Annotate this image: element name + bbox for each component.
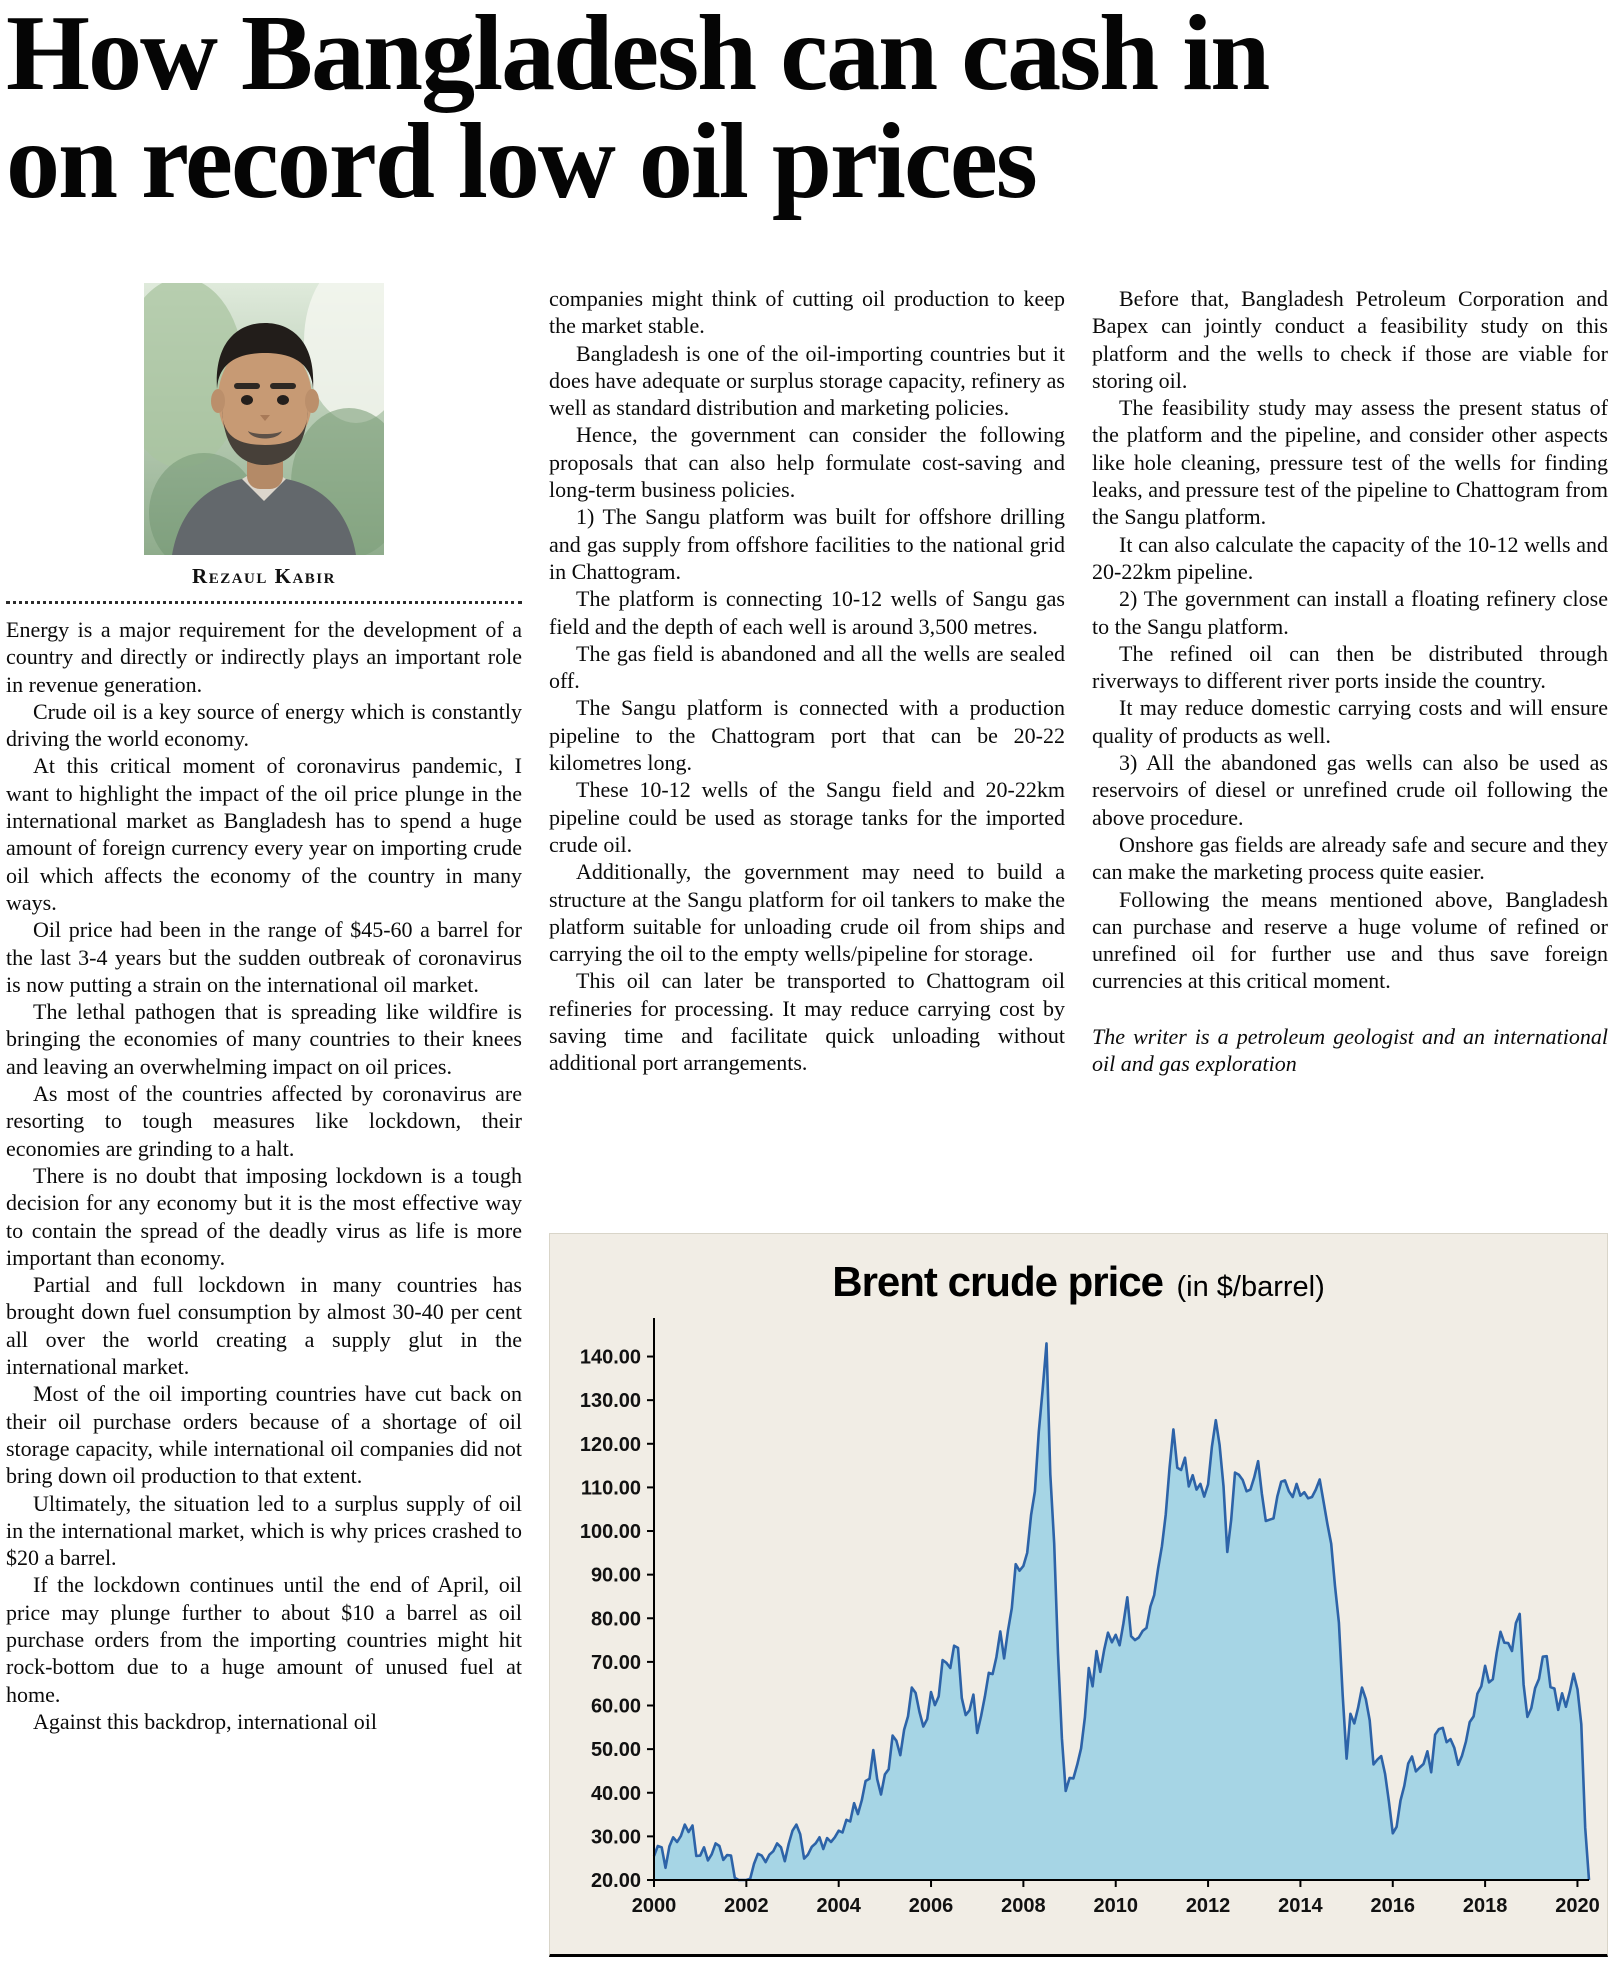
x-axis-label: 2014 — [1278, 1895, 1323, 1917]
x-axis-label: 2020 — [1555, 1895, 1600, 1917]
paragraph: The refined oil can then be distributed … — [1092, 640, 1608, 694]
y-axis-label: 50.00 — [591, 1739, 641, 1761]
page-title: How Bangladesh can cash in on record low… — [6, 0, 1608, 216]
y-axis-label: 130.00 — [580, 1390, 641, 1412]
paragraph: Following the means mentioned above, Ban… — [1092, 886, 1608, 994]
x-axis-label: 2006 — [909, 1895, 954, 1917]
paragraph: Against this backdrop, international oil — [33, 1708, 377, 1734]
y-axis-label: 110.00 — [581, 1477, 641, 1499]
writer-credit-note: The writer is a petroleum geologist and … — [1092, 1023, 1608, 1077]
paragraph: Hence, the government can consider the f… — [549, 422, 1065, 503]
column-3: Before that, Bangladesh Petroleum Corpor… — [1092, 285, 1608, 1077]
column-1: Rezaul Kabir Energy is a major requireme… — [6, 283, 522, 1735]
y-axis-label: 70.00 — [591, 1652, 641, 1674]
paragraph: The Sangu platform is connected with a p… — [549, 695, 1065, 776]
x-axis-label: 2016 — [1371, 1895, 1416, 1917]
column-2-paragraphs: companies might think of cutting oil pro… — [549, 285, 1065, 1077]
y-axis-label: 120.00 — [580, 1434, 641, 1456]
paragraph: These 10-12 wells of the Sangu field and… — [549, 777, 1065, 857]
paragraph: This oil can later be transported to Cha… — [549, 968, 1065, 1076]
dotted-divider — [6, 599, 522, 604]
paragraph: companies might think of cutting oil pro… — [549, 286, 1065, 339]
paragraph: The feasibility study may assess the pre… — [1092, 395, 1608, 530]
column-2: companies might think of cutting oil pro… — [549, 285, 1065, 1077]
paragraph: Bangladesh is one of the oil-importing c… — [549, 340, 1065, 421]
paragraph: Energy is a major requirement for the de… — [6, 617, 522, 697]
brent-price-area-chart: 140.00 130.00 120.00 110.00 100.00 90.00 80.00… — [580, 1318, 1600, 1917]
paragraph: The lethal pathogen that is spreading li… — [6, 999, 522, 1079]
paragraph: It may reduce domestic carrying costs an… — [1092, 695, 1608, 748]
paragraph: The platform is connecting 10-12 wells o… — [549, 586, 1065, 639]
paragraph: If the lockdown continues until the end … — [6, 1572, 522, 1707]
chart-title: Brent crude price (in $/barrel) — [550, 1234, 1607, 1306]
y-axis-label: 60.00 — [591, 1696, 641, 1718]
column-3-paragraphs: Before that, Bangladesh Petroleum Corpor… — [1092, 285, 1608, 995]
price-line — [652, 1342, 1591, 1882]
paragraph: Oil price had been in the range of $45-6… — [6, 917, 522, 997]
chart-title-unit: (in $/barrel) — [1176, 1271, 1325, 1303]
column-1-paragraphs: Energy is a major requirement for the de… — [6, 616, 522, 1735]
y-axis-label: 80.00 — [591, 1608, 641, 1630]
y-axis-label: 90.00 — [591, 1565, 641, 1587]
paragraph: The gas field is abandoned and all the w… — [549, 640, 1065, 694]
x-axis-label: 2004 — [816, 1895, 861, 1917]
y-axis-label: 100.00 — [580, 1521, 641, 1543]
paragraph: It can also calculate the capacity of th… — [1092, 531, 1608, 584]
paragraph: Additionally, the government may need to… — [549, 859, 1065, 967]
paragraph: 2) The government can install a floating… — [1092, 586, 1608, 639]
byline: Rezaul Kabir — [192, 564, 336, 588]
x-axis-label: 2002 — [724, 1895, 769, 1917]
paragraph: At this critical moment of coronavirus p… — [6, 753, 522, 915]
brent-crude-chart-panel: Brent crude price (in $/barrel) 140.00 13… — [549, 1233, 1608, 1957]
y-axis-label: 20.00 — [591, 1870, 641, 1892]
area-fill — [654, 1343, 1589, 1880]
paragraph: Crude oil is a key source of energy whic… — [6, 698, 522, 752]
chart-title-text: Brent crude price — [832, 1258, 1164, 1305]
y-axis-label: 30.00 — [591, 1826, 641, 1848]
paragraph: Before that, Bangladesh Petroleum Corpor… — [1092, 286, 1608, 393]
author-photo — [144, 283, 384, 555]
paragraph: There is no doubt that imposing lockdown… — [6, 1162, 522, 1270]
paragraph: Onshore gas fields are already safe and … — [1092, 831, 1608, 885]
paragraph: Ultimately, the situation led to a surpl… — [6, 1490, 522, 1571]
paragraph: 1) The Sangu platform was built for offs… — [549, 504, 1065, 584]
x-axis-label: 2010 — [1093, 1895, 1138, 1917]
headline-line-1: How Bangladesh can cash in — [6, 0, 1270, 113]
x-axis-label: 2008 — [1001, 1895, 1046, 1917]
headline-line-2: on record low oil prices — [6, 102, 1038, 221]
x-axis-label: 2018 — [1463, 1895, 1508, 1917]
paragraph: Most of the oil importing countries have… — [6, 1381, 522, 1489]
paragraph: 3) All the abandoned gas wells can also … — [1092, 750, 1608, 830]
paragraph: As most of the countries affected by cor… — [6, 1081, 522, 1161]
paragraph: Partial and full lockdown in many countr… — [6, 1272, 522, 1380]
author-portrait-illustration — [144, 283, 384, 555]
x-axis-label: 2000 — [632, 1895, 677, 1917]
y-axis-label: 40.00 — [591, 1783, 641, 1805]
x-axis-label: 2012 — [1186, 1895, 1231, 1917]
y-axis-label: 140.00 — [580, 1347, 641, 1369]
